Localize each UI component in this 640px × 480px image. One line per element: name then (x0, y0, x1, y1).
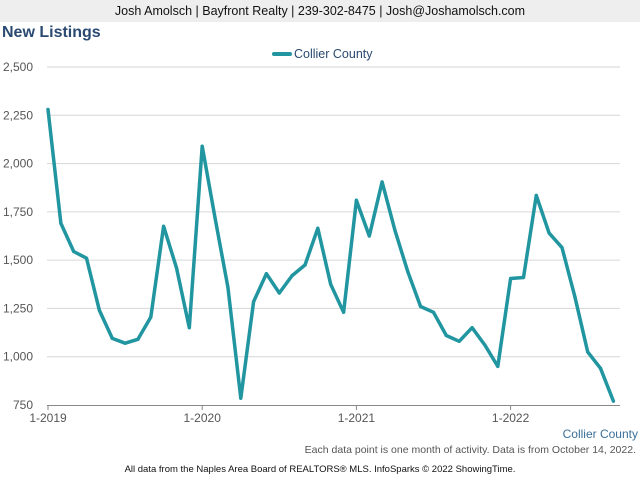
data-point (110, 336, 114, 340)
y-tick-label: 1,500 (3, 253, 33, 267)
data-point (264, 272, 269, 276)
data-point (239, 396, 243, 400)
chart-title: New Listings (2, 24, 101, 41)
data-point (560, 245, 564, 250)
data-point (46, 107, 50, 112)
data-point (380, 180, 384, 184)
data-point (509, 276, 513, 281)
data-point (534, 193, 538, 198)
x-tick-label: 1-2022 (492, 411, 530, 425)
data-point (123, 341, 127, 345)
y-tick-label: 1,000 (3, 350, 33, 364)
data-point (252, 300, 256, 304)
data-point (419, 304, 423, 309)
legend: Collier County (272, 47, 373, 61)
contact-banner: Josh Amolsch | Bayfront Realty | 239-302… (0, 0, 640, 22)
data-point (573, 295, 577, 299)
data-point (136, 337, 140, 341)
data-point (586, 350, 590, 354)
data-point (611, 399, 616, 403)
data-point (521, 275, 526, 280)
data-point (277, 291, 281, 295)
data-point (149, 315, 153, 319)
y-tick-label: 2,250 (3, 108, 33, 122)
data-point (406, 270, 410, 274)
x-tick-label: 1-2020 (184, 411, 222, 425)
x-tick-label: 1-2021 (338, 411, 376, 425)
grid-lines (47, 66, 620, 358)
x-axis-end-label: Collier County (563, 427, 638, 441)
axes: 750 1,000 1,250 1,500 1,750 2,000 2,250 2,500 1-… (3, 60, 638, 441)
data-point (97, 308, 101, 312)
y-tick-label: 1,750 (3, 205, 33, 219)
data-point (200, 144, 204, 148)
data-point (496, 364, 500, 368)
data-point (290, 273, 294, 278)
data-point (329, 282, 333, 286)
data-point (367, 234, 371, 238)
series-line-collier-county (46, 107, 616, 403)
data-point (59, 221, 63, 226)
data-point (174, 266, 179, 270)
data-point (84, 256, 89, 260)
data-point (444, 333, 448, 338)
x-tick-label: 1-2019 (29, 411, 67, 425)
data-credits: All data from the Naples Area Board of R… (124, 464, 516, 475)
data-point (226, 285, 230, 289)
data-point (470, 326, 474, 330)
y-tick-label: 750 (13, 398, 33, 412)
series-layer (46, 107, 616, 403)
y-tick-label: 2,000 (3, 157, 33, 171)
data-point (354, 198, 358, 202)
data-point (483, 343, 487, 347)
data-point (547, 231, 551, 235)
data-point (187, 326, 191, 330)
data-point (303, 263, 307, 267)
data-point (598, 366, 603, 370)
data-footnote: Each data point is one month of activity… (304, 444, 636, 456)
data-point (162, 224, 166, 228)
data-point (431, 310, 436, 314)
data-point (316, 226, 320, 230)
data-point (341, 310, 346, 314)
legend-label: Collier County (294, 47, 373, 61)
data-point (457, 339, 461, 343)
data-point (72, 249, 76, 254)
y-tick-label: 1,250 (3, 301, 33, 315)
data-point (213, 216, 217, 220)
y-tick-label: 2,500 (3, 60, 33, 74)
data-point (393, 228, 397, 232)
